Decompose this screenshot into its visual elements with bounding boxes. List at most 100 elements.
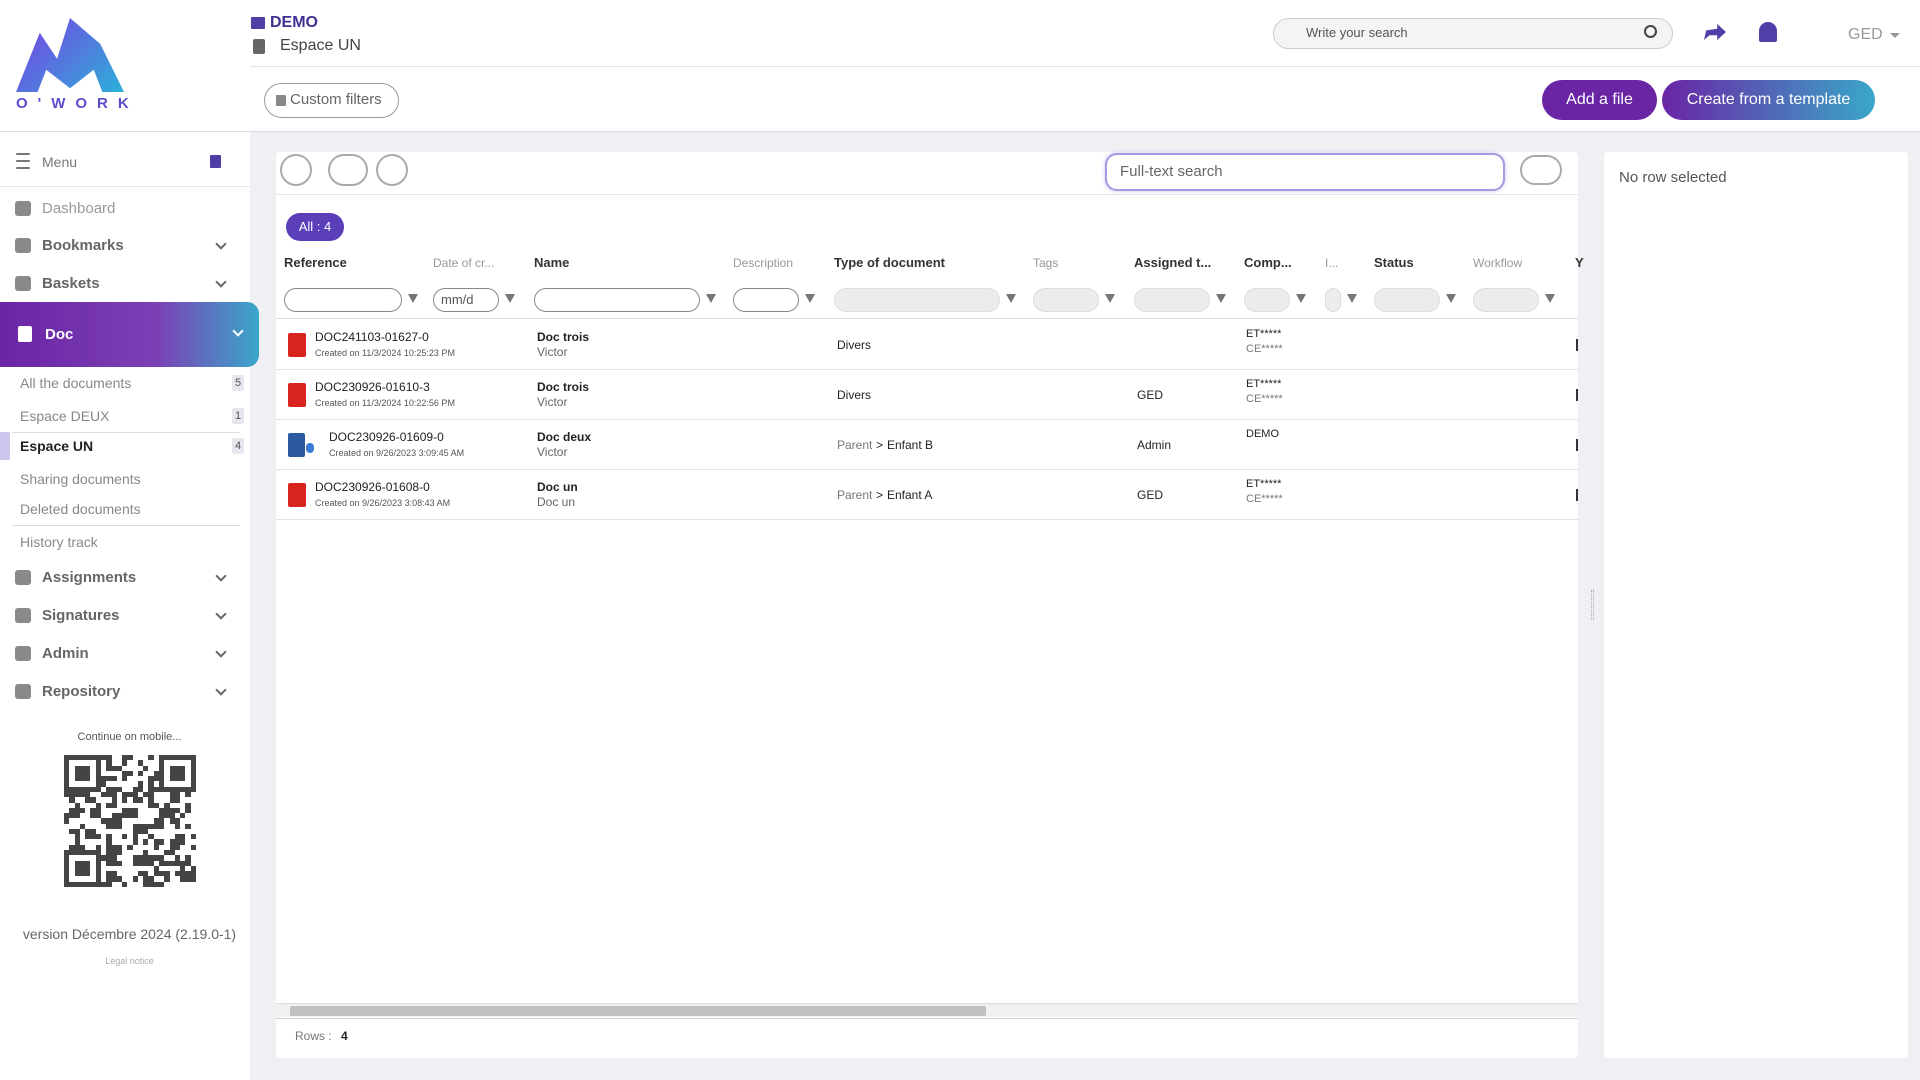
grid-row[interactable] [276,320,1578,370]
column-filter[interactable] [1244,288,1290,312]
filter-icon[interactable] [1545,294,1555,303]
column-filter[interactable] [1134,288,1210,312]
nav-item[interactable]: Baskets [42,275,100,292]
column-filter[interactable] [733,288,799,312]
column-header[interactable]: Reference [284,255,347,270]
column-header[interactable]: Tags [1033,256,1059,270]
grid-tool-btn[interactable] [376,154,408,186]
nav-item[interactable]: Dashboard [42,200,116,217]
nav-item[interactable]: Bookmarks [42,237,124,254]
column-header[interactable]: Type of document [834,255,945,270]
qr-cell [143,860,149,866]
user-menu[interactable]: GED [1848,26,1883,43]
filter-icon[interactable] [1105,294,1115,303]
doc-nav-item[interactable]: All the documents [20,375,132,391]
header-sep [276,318,1578,319]
qr-cell [95,865,101,872]
qr-cell [64,850,70,856]
column-filter[interactable] [1374,288,1440,312]
icon [15,684,31,699]
column-filter[interactable] [284,288,402,312]
resize-handle[interactable] [1591,590,1594,620]
bell-icon[interactable] [1759,22,1777,42]
qr-cell [185,786,191,792]
custom-filters[interactable] [264,83,399,118]
qr-cell [137,770,144,777]
qr-cell [190,755,197,761]
column-filter[interactable] [1033,288,1099,312]
add-file-btn[interactable]: Add a file [1542,80,1657,120]
column-filter[interactable] [834,288,1000,312]
qr-cell [148,881,154,888]
qr-cell [95,844,101,851]
scrollbar-thumb[interactable] [290,1006,986,1016]
grid-tool-btn[interactable] [280,154,312,186]
qr-cell [85,871,91,877]
filter-icon[interactable] [1347,294,1357,303]
grid-row[interactable] [276,370,1578,420]
grid-tool-btn[interactable] [328,154,368,186]
global-search[interactable] [1273,18,1673,49]
column-filter[interactable] [534,288,700,312]
icon [15,646,31,661]
qr-cell [122,791,128,798]
nav-active[interactable] [0,302,259,367]
icon [15,238,31,253]
nav-item[interactable]: Signatures [42,607,120,624]
column-header[interactable]: Status [1374,255,1414,270]
qr-cell [111,860,117,866]
column-header[interactable]: Comp... [1244,255,1292,270]
column-header[interactable]: Date of cr... [433,256,495,270]
nav-item[interactable]: Assignments [42,569,137,586]
column-header[interactable]: Workflow [1473,256,1523,270]
fulltext-search[interactable] [1105,153,1505,191]
doc-nav-item[interactable]: Espace DEUX [20,408,110,424]
qr-cell [74,802,80,808]
create-template-btn[interactable]: Create from a template [1662,80,1875,120]
qr-cell [111,813,117,819]
filter-icon[interactable] [1446,294,1456,303]
menu-label[interactable]: Menu [42,154,78,170]
qr-cell [79,807,86,814]
filter-icon[interactable] [408,294,418,303]
filter-icon[interactable] [1216,294,1226,303]
grid-row[interactable] [276,470,1578,520]
column-header[interactable]: Assigned t... [1134,255,1212,270]
doc-nav-item[interactable]: Sharing documents [20,471,141,487]
qr-cell [95,860,101,866]
doc-count: 1 [232,408,244,424]
doc-nav-item[interactable]: Deleted documents [20,501,141,517]
settings-btn[interactable] [1520,155,1562,185]
qr-cell [79,786,86,792]
column-filter[interactable] [1325,288,1341,312]
legal-notice[interactable]: Legal notice [105,956,154,966]
qr-cell [106,871,112,877]
doc-nav-item[interactable]: Espace UN [20,438,94,454]
nav-item[interactable]: Admin [42,645,89,662]
column-filter[interactable] [1473,288,1539,312]
filter-icon[interactable] [505,294,515,303]
column-header[interactable]: Y [1575,255,1584,270]
grid-row[interactable] [276,420,1578,470]
filter-icon[interactable] [1296,294,1306,303]
footer-sep [276,1018,1578,1019]
filter-icon[interactable] [706,294,716,303]
nav-item[interactable]: Repository [42,683,121,700]
doc-nav-item[interactable]: History track [20,534,98,550]
column-header[interactable]: I... [1325,256,1339,270]
brand: O'WORK [16,95,139,112]
qr-cell [137,786,144,792]
count-badge[interactable]: All : 4 [286,213,344,241]
column-header[interactable]: Description [733,256,794,270]
filter-icon[interactable] [805,294,815,303]
qr-code [64,755,197,888]
qr-cell [185,860,191,866]
qr-cell [143,791,149,798]
qr-cell [95,876,101,882]
qr-cell [79,881,86,888]
column-filter[interactable] [433,288,499,312]
qr-cell [159,881,165,888]
doc-author: Victor [537,395,568,409]
filter-icon[interactable] [1006,294,1016,303]
column-header[interactable]: Name [534,255,570,270]
